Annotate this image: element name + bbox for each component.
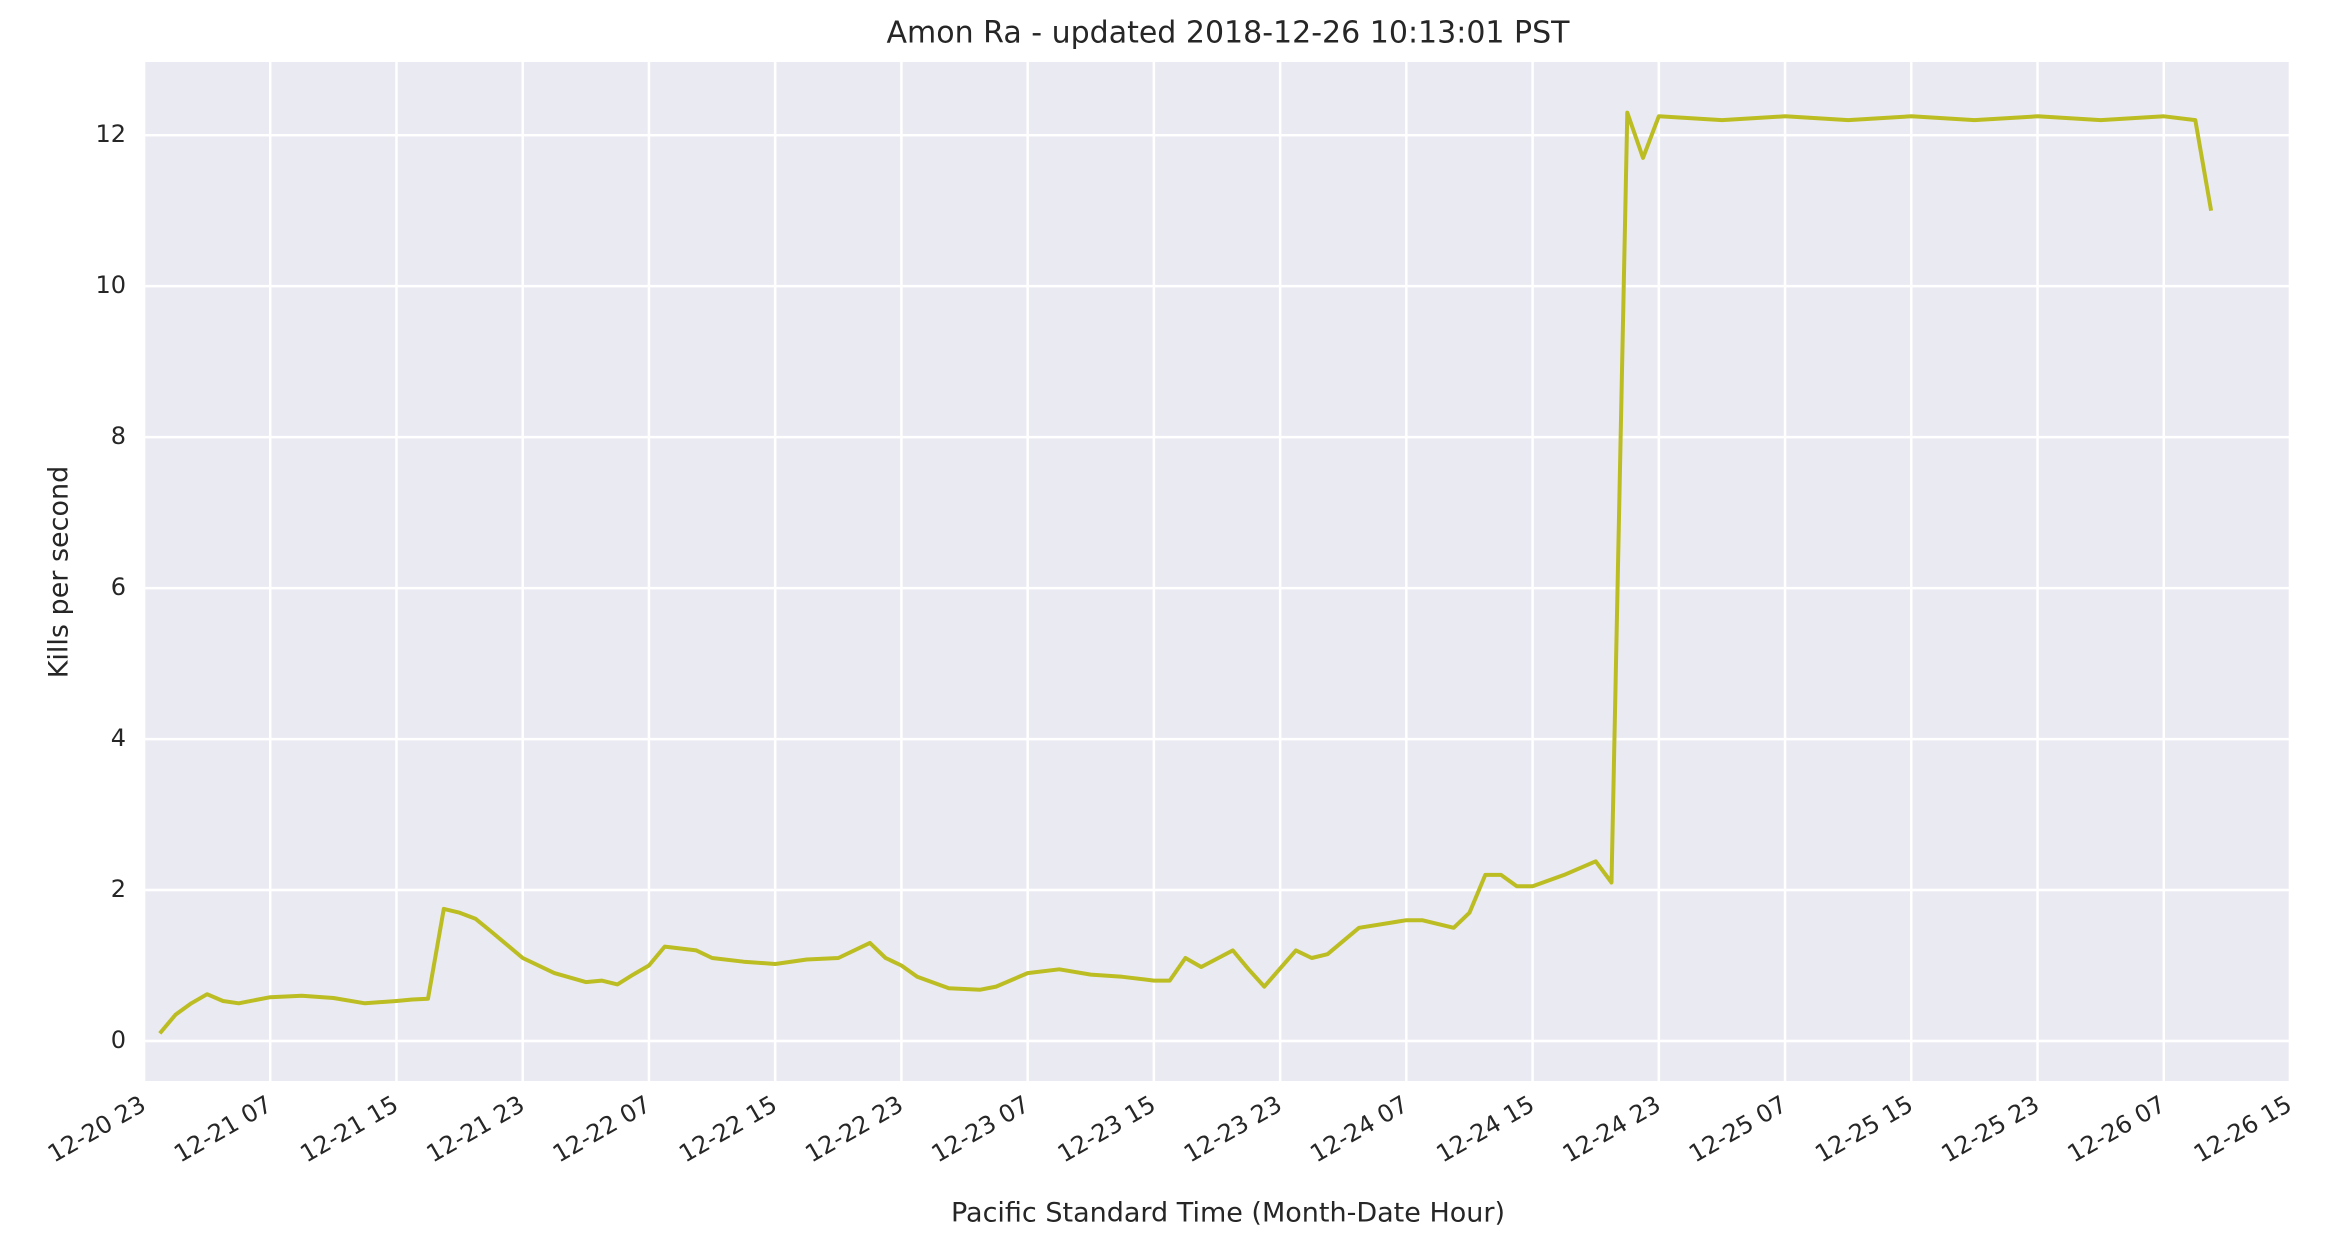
chart-title: Amon Ra - updated 2018-12-26 10:13:01 PS…	[886, 16, 1570, 51]
x-axis-label: Pacific Standard Time (Month-Date Hour)	[951, 1198, 1505, 1229]
x-tick-label: 12-20 23	[43, 1090, 150, 1168]
y-tick-label: 10	[95, 271, 126, 299]
x-tick-label: 12-23 23	[1179, 1090, 1286, 1168]
x-tick-label: 12-24 23	[1558, 1090, 1665, 1168]
x-tick-label: 12-23 07	[927, 1090, 1034, 1168]
x-tick-label: 12-21 23	[422, 1090, 529, 1168]
x-tick-label: 12-22 23	[800, 1090, 907, 1168]
y-tick-label: 4	[111, 724, 126, 752]
x-tick-label: 12-25 23	[1937, 1090, 2044, 1168]
x-tick-label: 12-24 15	[1432, 1090, 1539, 1168]
x-tick-label: 12-26 07	[2063, 1090, 2170, 1168]
x-tick-label: 12-23 15	[1053, 1090, 1160, 1168]
y-tick-label: 8	[111, 422, 126, 450]
y-tick-label: 6	[111, 573, 126, 601]
x-tick-label: 12-25 15	[1810, 1090, 1917, 1168]
y-tick-label: 2	[111, 875, 126, 903]
x-tick-label: 12-21 15	[296, 1090, 403, 1168]
y-tick-label: 12	[95, 120, 126, 148]
x-tick-label: 12-21 07	[169, 1090, 276, 1168]
plot-area	[144, 62, 2290, 1081]
x-tick-label: 12-22 07	[548, 1090, 655, 1168]
x-tick-label: 12-26 15	[2189, 1090, 2296, 1168]
x-tick-label: 12-24 07	[1305, 1090, 1412, 1168]
y-tick-label: 0	[111, 1026, 126, 1054]
data-line	[158, 110, 2214, 1035]
x-tick-label: 12-25 07	[1684, 1090, 1791, 1168]
y-axis-label: Kills per second	[44, 466, 75, 679]
x-tick-label: 12-22 15	[674, 1090, 781, 1168]
